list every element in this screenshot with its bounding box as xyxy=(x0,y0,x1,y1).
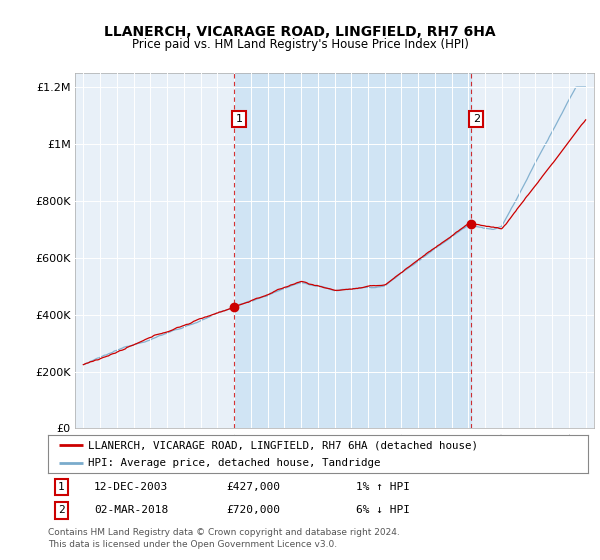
Bar xyxy=(234,73,471,428)
Text: LLANERCH, VICARAGE ROAD, LINGFIELD, RH7 6HA: LLANERCH, VICARAGE ROAD, LINGFIELD, RH7 … xyxy=(104,26,496,39)
Text: 1: 1 xyxy=(58,482,65,492)
Text: £720,000: £720,000 xyxy=(226,505,280,515)
Text: HPI: Average price, detached house, Tandridge: HPI: Average price, detached house, Tand… xyxy=(89,458,381,468)
Text: 1% ↑ HPI: 1% ↑ HPI xyxy=(356,482,410,492)
Text: 12-DEC-2003: 12-DEC-2003 xyxy=(94,482,168,492)
Text: 6% ↓ HPI: 6% ↓ HPI xyxy=(356,505,410,515)
Text: 2: 2 xyxy=(58,505,65,515)
Text: Contains HM Land Registry data © Crown copyright and database right 2024.
This d: Contains HM Land Registry data © Crown c… xyxy=(48,528,400,549)
Text: 02-MAR-2018: 02-MAR-2018 xyxy=(94,505,168,515)
Text: Price paid vs. HM Land Registry's House Price Index (HPI): Price paid vs. HM Land Registry's House … xyxy=(131,38,469,52)
Text: 2: 2 xyxy=(473,114,480,124)
Text: LLANERCH, VICARAGE ROAD, LINGFIELD, RH7 6HA (detached house): LLANERCH, VICARAGE ROAD, LINGFIELD, RH7 … xyxy=(89,440,479,450)
Text: £427,000: £427,000 xyxy=(226,482,280,492)
Text: 1: 1 xyxy=(236,114,242,124)
